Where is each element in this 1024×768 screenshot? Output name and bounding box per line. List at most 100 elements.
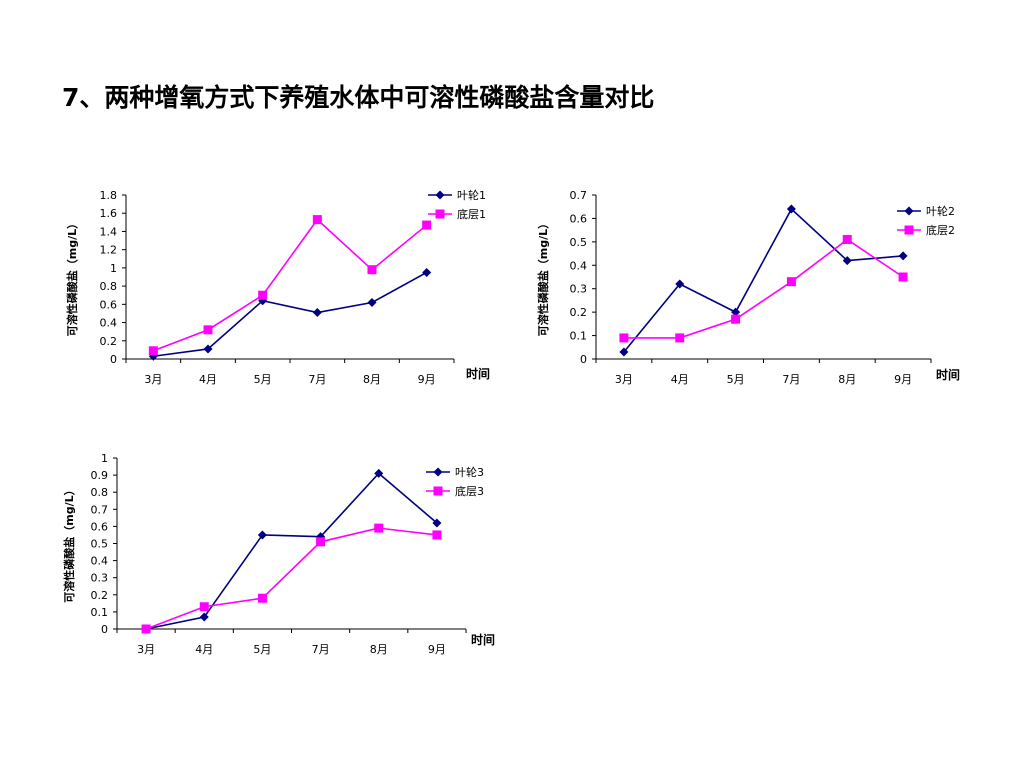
data-point xyxy=(898,251,908,261)
legend-label: 叶轮1 xyxy=(457,188,486,202)
y-tick-label: 0 xyxy=(101,623,108,636)
y-axis-title: 可溶性磷酸盐（mg/L） xyxy=(536,218,550,336)
y-tick-label: 0.5 xyxy=(570,236,588,249)
x-tick-label: 8月 xyxy=(363,373,381,386)
data-point xyxy=(203,344,213,354)
y-tick-label: 0.8 xyxy=(100,280,118,293)
y-tick-label: 0.1 xyxy=(570,330,588,343)
legend-marker xyxy=(904,225,914,235)
x-axis-title: 时间 xyxy=(471,632,495,647)
data-point xyxy=(731,314,741,324)
x-tick-label: 3月 xyxy=(137,643,155,656)
data-point xyxy=(141,624,151,634)
data-point xyxy=(731,307,741,317)
data-point xyxy=(842,256,852,266)
y-tick-label: 0.8 xyxy=(91,486,109,499)
data-point xyxy=(199,602,209,612)
x-tick-label: 5月 xyxy=(253,643,271,656)
series-line-1 xyxy=(623,207,904,353)
y-tick-label: 0.3 xyxy=(91,572,109,585)
legend-marker xyxy=(433,467,443,477)
y-tick-label: 0.2 xyxy=(570,306,588,319)
chart-3-leaf-vs-bottom-3: 0 0.1 0.2 0.3 0.4 0.5 0.6 0.7 0.8 0.9 1 3月 4月 5月 7月 8月 9… xyxy=(62,452,495,656)
x-tick-label: 8月 xyxy=(370,643,388,656)
data-point xyxy=(898,272,908,282)
data-point xyxy=(148,346,158,356)
y-tick-label: 0.6 xyxy=(570,212,588,225)
x-tick-label: 7月 xyxy=(308,373,326,386)
data-point xyxy=(422,267,432,277)
y-tick-label: 1.8 xyxy=(100,189,118,202)
series-line-2 xyxy=(153,218,428,352)
x-tick-label: 7月 xyxy=(782,373,800,386)
x-tick-label: 3月 xyxy=(144,373,162,386)
series-line-1 xyxy=(145,472,438,630)
x-tick-label: 5月 xyxy=(254,373,272,386)
legend-label: 叶轮3 xyxy=(455,465,484,479)
y-tick-label: 0.2 xyxy=(100,335,118,348)
legend-label: 底层1 xyxy=(457,207,486,221)
data-point xyxy=(374,523,384,533)
series-line-2 xyxy=(623,238,904,339)
x-axis-title: 时间 xyxy=(466,366,490,381)
y-tick-label: 1 xyxy=(110,262,117,275)
y-tick-label: 1 xyxy=(101,452,108,465)
y-tick-label: 0.4 xyxy=(100,317,118,330)
y-tick-label: 0.4 xyxy=(570,259,588,272)
x-tick-label: 4月 xyxy=(199,373,217,386)
legend-marker xyxy=(904,206,914,216)
data-point xyxy=(316,537,326,547)
y-tick-label: 0.2 xyxy=(91,589,109,602)
data-point xyxy=(374,468,384,478)
data-point xyxy=(786,204,796,214)
data-point xyxy=(675,279,685,289)
data-point xyxy=(367,298,377,308)
data-point xyxy=(257,530,267,540)
y-tick-label: 0.3 xyxy=(570,283,588,296)
x-axis-title: 时间 xyxy=(936,367,960,382)
legend-label: 叶轮2 xyxy=(926,204,955,218)
series-line-2 xyxy=(145,527,438,630)
y-tick-label: 0.6 xyxy=(91,520,109,533)
data-point xyxy=(619,347,629,357)
y-tick-label: 0 xyxy=(580,353,587,366)
data-point xyxy=(619,333,629,343)
y-tick-label: 1.4 xyxy=(100,225,118,238)
y-tick-label: 0 xyxy=(110,353,117,366)
x-tick-label: 3月 xyxy=(615,373,633,386)
data-point xyxy=(786,277,796,287)
data-point xyxy=(422,220,432,230)
y-tick-label: 0.5 xyxy=(91,538,109,551)
y-tick-label: 1.2 xyxy=(100,244,118,257)
data-point xyxy=(203,325,213,335)
x-tick-label: 9月 xyxy=(894,373,912,386)
legend-label: 底层2 xyxy=(926,223,955,237)
data-point xyxy=(312,215,322,225)
y-tick-label: 0.1 xyxy=(91,606,109,619)
x-tick-label: 5月 xyxy=(727,373,745,386)
x-tick-label: 7月 xyxy=(312,643,330,656)
y-tick-label: 0.4 xyxy=(91,555,109,568)
data-point xyxy=(432,530,442,540)
data-point xyxy=(199,612,209,622)
y-tick-label: 0.6 xyxy=(100,298,118,311)
y-axis-title: 可溶性磷酸盐（mg/L） xyxy=(62,484,76,602)
legend-label: 底层3 xyxy=(455,484,484,498)
data-point xyxy=(257,593,267,603)
legend-marker xyxy=(435,190,445,200)
x-tick-label: 9月 xyxy=(418,373,436,386)
x-tick-label: 9月 xyxy=(428,643,446,656)
data-point xyxy=(312,308,322,318)
y-tick-label: 0.7 xyxy=(570,189,588,202)
data-point xyxy=(258,290,268,300)
chart-2-leaf-vs-bottom-2: 0 0.1 0.2 0.3 0.4 0.5 0.6 0.7 3月 4月 5月 7月 8月 9月 时间 可溶性磷… xyxy=(536,189,960,386)
legend-marker xyxy=(435,209,445,219)
y-axis-title: 可溶性磷酸盐（mg/L） xyxy=(65,218,79,336)
page-title: 7、两种增氧方式下养殖水体中可溶性磷酸盐含量对比 xyxy=(62,83,655,112)
x-tick-label: 8月 xyxy=(838,373,856,386)
x-tick-label: 4月 xyxy=(671,373,689,386)
data-point xyxy=(675,333,685,343)
data-point xyxy=(367,265,377,275)
y-tick-label: 0.7 xyxy=(91,503,109,516)
series-line-1 xyxy=(153,271,428,358)
